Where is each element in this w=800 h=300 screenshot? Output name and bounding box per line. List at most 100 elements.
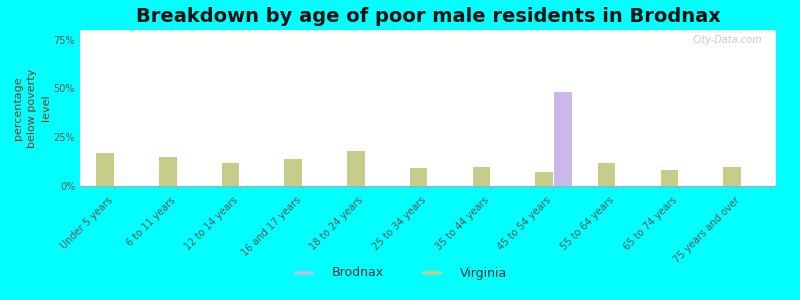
Bar (80, 31, 776, 33)
Bar (80, 31, 776, 33)
Bar (80, 30, 776, 32)
Bar (80, 31, 776, 32)
Bar (285, 159, 302, 186)
Bar (80, 30, 776, 32)
Bar (80, 30, 776, 32)
Bar (80, 31, 776, 33)
Bar (80, 31, 776, 33)
Bar (80, 31, 776, 32)
Bar (80, 30, 776, 32)
Bar (80, 31, 776, 32)
Bar (80, 30, 776, 32)
Bar (80, 31, 776, 33)
Bar (80, 30, 776, 32)
Bar (80, 31, 776, 32)
Bar (80, 30, 776, 32)
Bar (80, 32, 776, 33)
Bar (80, 30, 776, 32)
Bar (80, 31, 776, 33)
Bar (80, 31, 776, 33)
Bar (80, 30, 776, 31)
Bar (80, 31, 776, 33)
Text: Brodnax: Brodnax (332, 266, 384, 280)
Bar (80, 30, 776, 32)
Bar (80, 31, 776, 33)
Bar (80, 31, 776, 32)
Bar (80, 31, 776, 33)
Bar (80, 31, 776, 32)
Bar (80, 32, 776, 33)
Bar (80, 31, 776, 33)
Bar (80, 31, 776, 32)
Bar (80, 31, 776, 32)
Bar (80, 31, 776, 32)
Bar (80, 30, 776, 31)
Ellipse shape (422, 272, 442, 274)
Bar (80, 31, 776, 32)
Bar (80, 32, 776, 33)
Ellipse shape (294, 272, 314, 274)
Bar (80, 31, 776, 32)
Bar (661, 170, 678, 186)
Bar (80, 31, 776, 32)
Bar (80, 31, 776, 32)
Bar (723, 167, 741, 186)
Text: Virginia: Virginia (460, 266, 507, 280)
Bar (80, 31, 776, 32)
Text: City-Data.com: City-Data.com (693, 35, 762, 45)
Bar (80, 32, 776, 33)
Bar (80, 30, 776, 31)
Bar (80, 31, 776, 32)
Bar (80, 31, 776, 32)
Y-axis label: percentage
below poverty
level: percentage below poverty level (13, 68, 50, 148)
Bar (80, 31, 776, 33)
Bar (80, 31, 776, 33)
Bar (80, 32, 776, 33)
Bar (80, 31, 776, 32)
Bar (80, 30, 776, 32)
Bar (80, 31, 776, 33)
Bar (80, 31, 776, 32)
Bar (80, 30, 776, 32)
Bar (80, 31, 776, 32)
Bar (80, 31, 776, 33)
Bar (80, 30, 776, 32)
Bar (80, 31, 776, 32)
Bar (80, 31, 776, 32)
Bar (80, 31, 776, 33)
Bar (80, 31, 776, 33)
Bar (80, 31, 776, 32)
Bar (80, 30, 776, 32)
Bar (80, 31, 776, 32)
Bar (473, 167, 490, 186)
Bar (80, 32, 776, 33)
Bar (80, 30, 776, 31)
Bar (80, 31, 776, 33)
Bar (80, 30, 776, 32)
Bar (80, 31, 776, 32)
Bar (80, 31, 776, 33)
Title: Breakdown by age of poor male residents in Brodnax: Breakdown by age of poor male residents … (135, 7, 721, 26)
Bar (80, 32, 776, 33)
Bar (80, 31, 776, 32)
Bar (80, 31, 776, 32)
Bar (80, 31, 776, 32)
Bar (80, 32, 776, 33)
Bar (159, 157, 177, 186)
Bar (598, 163, 615, 186)
Bar (80, 31, 776, 32)
Bar (80, 32, 776, 33)
Bar (80, 30, 776, 32)
Bar (80, 31, 776, 32)
Bar (535, 172, 553, 186)
Bar (80, 31, 776, 32)
Bar (80, 31, 776, 32)
Bar (80, 32, 776, 33)
Bar (222, 163, 239, 186)
Bar (80, 30, 776, 32)
Bar (347, 151, 365, 186)
Bar (80, 31, 776, 33)
Bar (80, 31, 776, 32)
Bar (80, 31, 776, 33)
Bar (80, 30, 776, 31)
